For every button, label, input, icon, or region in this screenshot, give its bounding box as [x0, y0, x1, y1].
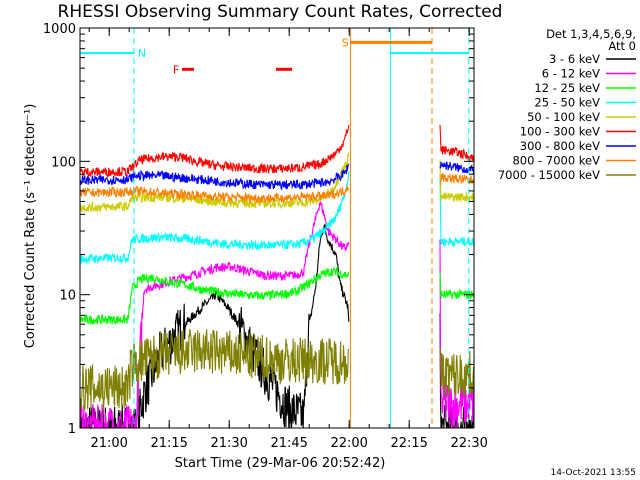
plot-area: N F S	[79, 28, 475, 430]
legend-header-1: Att 0	[608, 39, 636, 53]
chart-title: RHESSI Observing Summary Count Rates, Co…	[58, 2, 503, 22]
legend-label-6: 300 - 800 keV	[520, 139, 600, 153]
series-line-8	[79, 328, 475, 411]
series-line-1	[79, 201, 475, 429]
legend-label-0: 3 - 6 keV	[549, 52, 600, 66]
x-tick-label-4: 22:00	[330, 436, 367, 451]
timestamp: 14-Oct-2021 13:55	[551, 468, 636, 478]
y-tick-label-0: 1	[68, 422, 76, 437]
series-line-4	[79, 152, 475, 214]
legend-label-4: 50 - 100 keV	[527, 110, 600, 124]
x-tick-label-2: 21:30	[210, 436, 247, 451]
legend-label-5: 100 - 300 keV	[520, 125, 600, 139]
x-tick-label-3: 21:45	[270, 436, 307, 451]
flag-label-F: F	[173, 63, 179, 76]
legend-label-3: 25 - 50 keV	[534, 96, 600, 110]
series-line-2	[79, 266, 475, 325]
y-tick-label-1: 10	[59, 289, 76, 304]
x-tick-label-5: 22:15	[390, 436, 427, 451]
x-tick-label-6: 22:30	[450, 436, 487, 451]
legend-header-0: Det 1,3,4,5,6,9,	[546, 27, 636, 41]
legend-label-7: 800 - 7000 keV	[512, 154, 600, 168]
y-tick-label-2: 100	[51, 155, 76, 170]
series-line-5	[79, 124, 475, 179]
legend-label-2: 12 - 25 keV	[534, 81, 600, 95]
flag-label-S: S	[342, 36, 349, 49]
y-axis: 1 10 100 1000	[43, 22, 474, 437]
series-line-6	[79, 161, 475, 191]
x-tick-label-0: 21:00	[90, 436, 127, 451]
legend-label-1: 6 - 12 keV	[542, 67, 600, 81]
series-line-7	[79, 172, 474, 205]
flag-label-N: N	[138, 47, 146, 60]
x-tick-label-1: 21:15	[150, 436, 187, 451]
series-line-3	[79, 171, 475, 264]
y-axis-label: Corrected Count Rate (s⁻¹ detector⁻¹)	[23, 104, 38, 349]
plot-frame	[79, 27, 475, 429]
x-axis: 21:00 21:15 21:30 21:45 22:00 22:15 22:30	[88, 28, 488, 451]
x-axis-label: Start Time (29-Mar-06 20:52:42)	[175, 456, 386, 471]
y-tick-label-3: 1000	[43, 22, 76, 37]
legend-label-8: 7000 - 15000 keV	[498, 168, 600, 182]
